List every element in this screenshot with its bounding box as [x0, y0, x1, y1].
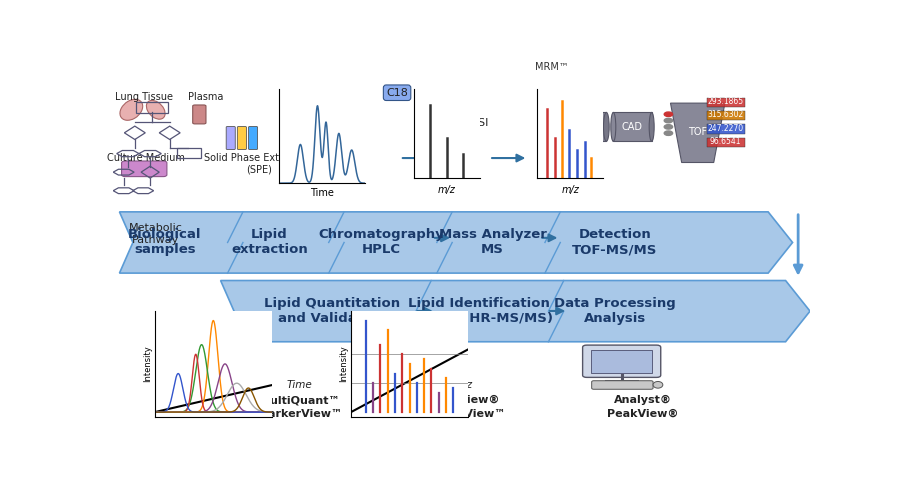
Text: MarkerView™: MarkerView™ [256, 409, 342, 419]
FancyBboxPatch shape [613, 112, 652, 141]
FancyBboxPatch shape [248, 126, 257, 149]
Text: Culture Medium: Culture Medium [107, 153, 184, 163]
Y-axis label: Intensity: Intensity [143, 346, 152, 382]
Polygon shape [670, 103, 724, 162]
Ellipse shape [653, 381, 662, 388]
Circle shape [553, 125, 561, 130]
Text: 247.2270: 247.2270 [707, 124, 743, 133]
Text: Mass Analyzer
MS: Mass Analyzer MS [438, 228, 546, 256]
Text: Plasma: Plasma [187, 92, 223, 102]
Text: Time: Time [286, 380, 312, 390]
Circle shape [553, 131, 561, 135]
Ellipse shape [649, 112, 654, 141]
FancyBboxPatch shape [706, 124, 745, 134]
Text: MultiQuant™: MultiQuant™ [259, 395, 339, 405]
Text: 96.6541: 96.6541 [710, 137, 742, 146]
FancyBboxPatch shape [122, 161, 166, 176]
Text: TOF: TOF [688, 127, 707, 137]
Text: Chromatography
HPLC: Chromatography HPLC [319, 228, 444, 256]
Text: Data Processing
Analysis: Data Processing Analysis [554, 297, 676, 325]
Circle shape [664, 131, 672, 135]
Text: Lipid Identification
(Library HR-MS/MS): Lipid Identification (Library HR-MS/MS) [405, 297, 553, 325]
Text: Time: Time [310, 188, 334, 199]
FancyBboxPatch shape [562, 112, 607, 141]
FancyBboxPatch shape [591, 381, 653, 389]
Text: Solid Phase Extraction
(SPE): Solid Phase Extraction (SPE) [204, 153, 313, 174]
FancyBboxPatch shape [706, 97, 745, 107]
FancyBboxPatch shape [706, 111, 745, 120]
Text: PeakView®: PeakView® [428, 395, 500, 405]
Text: 315.6302: 315.6302 [707, 110, 743, 120]
Ellipse shape [604, 112, 609, 141]
Text: m/z: m/z [562, 185, 579, 195]
Ellipse shape [120, 99, 143, 120]
FancyBboxPatch shape [238, 126, 247, 149]
Polygon shape [220, 281, 810, 342]
Circle shape [553, 119, 561, 123]
Text: C18: C18 [386, 88, 408, 98]
Text: Biological
samples: Biological samples [128, 228, 202, 256]
Ellipse shape [147, 100, 165, 119]
FancyBboxPatch shape [706, 138, 745, 147]
Text: Lipid Quantitation
and Validation: Lipid Quantitation and Validation [265, 297, 400, 325]
Circle shape [664, 125, 672, 129]
Text: Lipid
extraction: Lipid extraction [231, 228, 308, 256]
Text: ESI: ESI [472, 118, 490, 128]
Text: Q1: Q1 [578, 122, 591, 132]
Y-axis label: Intensity: Intensity [339, 346, 348, 382]
Text: Analyst®: Analyst® [614, 395, 671, 405]
FancyArrowPatch shape [795, 214, 802, 273]
Circle shape [664, 119, 672, 123]
FancyBboxPatch shape [226, 126, 235, 149]
Ellipse shape [560, 112, 565, 141]
Text: m/z: m/z [438, 185, 455, 195]
Text: m/z: m/z [454, 380, 473, 390]
FancyBboxPatch shape [591, 350, 652, 373]
Circle shape [664, 112, 672, 117]
Text: Lung Tissue: Lung Tissue [115, 92, 173, 102]
Text: CAD: CAD [622, 122, 643, 132]
Polygon shape [120, 212, 793, 273]
Text: Metabolic
Pathway: Metabolic Pathway [129, 223, 183, 245]
FancyBboxPatch shape [582, 345, 661, 377]
Ellipse shape [611, 112, 616, 141]
Circle shape [553, 113, 561, 118]
FancyBboxPatch shape [193, 105, 206, 124]
Text: PeakView®: PeakView® [607, 409, 679, 419]
Text: Detection
TOF-MS/MS: Detection TOF-MS/MS [572, 228, 657, 256]
Text: MasterView™: MasterView™ [421, 409, 506, 419]
Text: 293.1865: 293.1865 [707, 97, 743, 106]
Text: MRM™: MRM™ [536, 62, 569, 72]
